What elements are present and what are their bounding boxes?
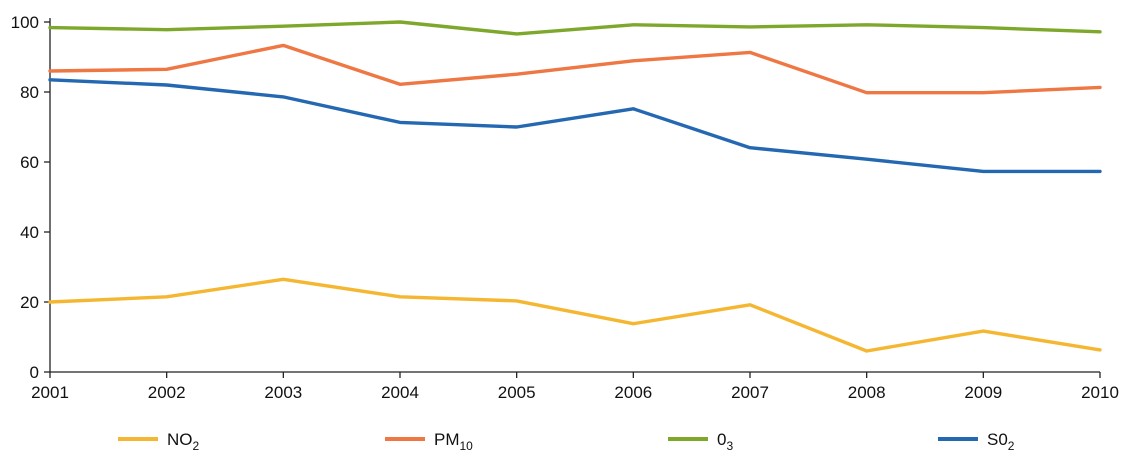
y-tick-label: 40 — [20, 223, 39, 242]
axis-ticks: 0 20 40 60 80 100 2001 2002 2003 2004 2005 2006 2007… — [11, 13, 1119, 402]
x-tick-label: 2007 — [731, 383, 769, 402]
legend-label-pm10: PM10 — [434, 430, 473, 453]
y-tick-label: 0 — [30, 363, 39, 382]
y-tick-label: 80 — [20, 83, 39, 102]
x-tick-label: 2004 — [381, 383, 419, 402]
series-lines — [48, 20, 1102, 353]
x-tick-label: 2003 — [264, 383, 302, 402]
legend-label-o3: 03 — [717, 430, 733, 453]
series-line-so2 — [48, 78, 1102, 174]
x-tick-label: 2010 — [1081, 383, 1119, 402]
legend-label-so2: S02 — [987, 430, 1015, 453]
x-tick-label: 2005 — [498, 383, 536, 402]
x-tick-label: 2006 — [614, 383, 652, 402]
y-tick-label: 60 — [20, 153, 39, 172]
series-line-no2 — [48, 277, 1102, 353]
x-tick-label: 2009 — [964, 383, 1002, 402]
y-tick-label: 20 — [20, 293, 39, 312]
series-line-pm10 — [48, 43, 1102, 95]
x-tick-label: 2002 — [148, 383, 186, 402]
x-tick-label: 2001 — [31, 383, 69, 402]
legend: NO2 PM10 03 S02 — [118, 430, 1015, 453]
axes — [49, 18, 1100, 373]
y-tick-label: 100 — [11, 13, 39, 32]
series-line-o3 — [48, 20, 1102, 36]
legend-label-no2: NO2 — [167, 430, 200, 453]
x-tick-label: 2008 — [848, 383, 886, 402]
